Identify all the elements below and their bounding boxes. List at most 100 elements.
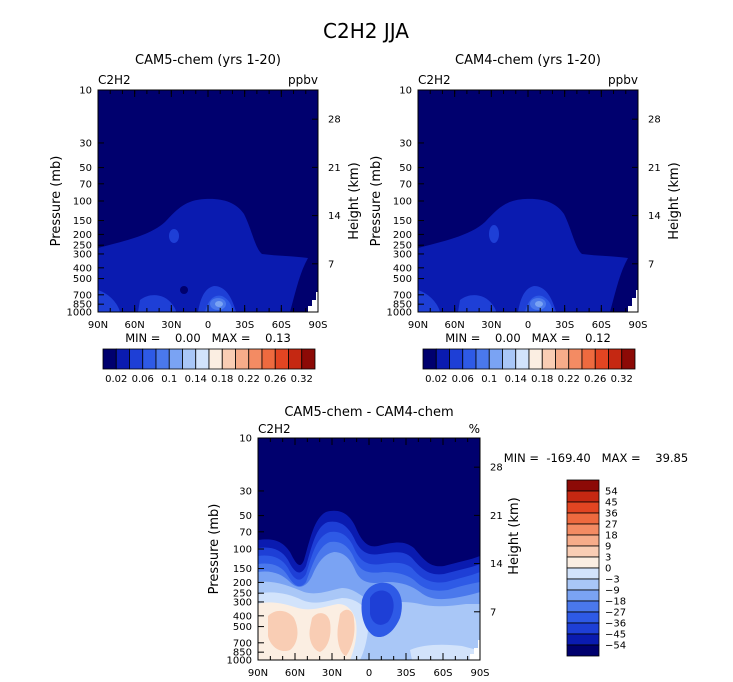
x-tick-label: 90S <box>628 320 647 331</box>
y2-axis-label: Height (km) <box>507 497 522 574</box>
contour-upper-island <box>169 229 179 243</box>
colorbar-swatch <box>129 348 144 370</box>
colorbar-swatch <box>541 348 556 370</box>
colorbar-swatch <box>566 633 600 646</box>
x-tick-label: 30S <box>555 320 574 331</box>
contour-east-pale <box>410 644 480 660</box>
colorbar-swatch <box>115 348 130 370</box>
colorbar-swatch <box>566 501 600 514</box>
colorbar-label: 0.18 <box>531 374 553 385</box>
y-tick-label: 100 <box>73 197 92 208</box>
y-tick-label: 100 <box>233 545 252 556</box>
variable-label: C2H2 <box>418 73 451 87</box>
colorbar-swatch <box>608 348 623 370</box>
y-tick-label: 250 <box>393 241 412 252</box>
contour-level-2b <box>138 295 176 312</box>
colorbar-swatch <box>462 348 477 370</box>
y-tick-label: 70 <box>239 527 252 538</box>
y2-tick-label: 7 <box>328 259 334 270</box>
y2-tick-label: 21 <box>328 163 341 174</box>
colorbar-label: 27 <box>605 520 618 531</box>
colorbar-label: −18 <box>605 597 626 608</box>
colorbar-label: −45 <box>605 630 626 641</box>
colorbar-swatch <box>581 348 596 370</box>
colorbar-swatch <box>566 534 600 547</box>
colorbar-label: 0.02 <box>425 374 447 385</box>
y2-axis-label: Height (km) <box>667 162 682 239</box>
x-tick-label: 90S <box>470 668 489 679</box>
x-tick-label: 30N <box>161 320 181 331</box>
colorbar-swatch <box>155 348 170 370</box>
y-tick-label: 300 <box>393 249 412 260</box>
y-tick-label: 70 <box>399 179 412 190</box>
y-tick-label: 850 <box>73 300 92 311</box>
x-tick-label: 60S <box>272 320 291 331</box>
y-tick-label: 200 <box>233 578 252 589</box>
colorbar-label: 45 <box>605 498 618 509</box>
x-tick-label: 0 <box>525 320 531 331</box>
colorbar-swatch <box>566 567 600 580</box>
y-tick-label: 50 <box>79 163 92 174</box>
variable-label: C2H2 <box>98 73 131 87</box>
y2-tick-label: 14 <box>648 211 661 222</box>
contour-plot <box>418 90 638 312</box>
x-tick-label: 0 <box>205 320 211 331</box>
y2-tick-label: 28 <box>328 115 341 126</box>
colorbar-swatch <box>566 600 600 613</box>
contour-level-2 <box>418 290 440 312</box>
colorbar-label: −3 <box>605 575 620 586</box>
colorbar-label: 0.32 <box>611 374 633 385</box>
y-tick-label: 250 <box>73 241 92 252</box>
contour-level-5 <box>535 301 543 307</box>
colorbar-label: 54 <box>605 487 618 498</box>
colorbar-label: 9 <box>605 542 611 553</box>
x-tick-label: 30N <box>481 320 501 331</box>
y-axis-label: Pressure (mb) <box>369 156 384 247</box>
colorbar-swatch <box>566 611 600 624</box>
colorbar-swatch <box>566 578 600 591</box>
axes: 90N 60N 30N 0 30S 60S 90S 10 30 50 70 100 150 2002503… <box>67 86 341 332</box>
y-tick-label: 500 <box>393 274 412 285</box>
y-tick-label: 30 <box>79 138 92 149</box>
y-tick-label: 300 <box>73 249 92 260</box>
axes: 90N 60N 30N 0 30S 60S 90S 10 30 50 70 100 150 2002503… <box>387 86 661 332</box>
colorbar-swatch <box>566 556 600 569</box>
colorbar: 0.02 0.06 0.1 0.14 0.18 0.22 0.26 0.32 <box>102 348 316 385</box>
y-axis-label: Pressure (mb) <box>49 156 64 247</box>
x-tick-label: 90S <box>308 320 327 331</box>
x-tick-label: 60S <box>433 668 452 679</box>
y-tick-label: 400 <box>73 263 92 274</box>
stats-text: MIN = 0.00 MAX = 0.13 <box>125 331 291 345</box>
contour-low-spot <box>180 286 188 294</box>
contour-plot <box>98 90 318 312</box>
colorbar-swatch <box>288 348 303 370</box>
stats-text: MIN = -169.40 MAX = 39.85 <box>504 451 688 465</box>
y2-tick-label: 7 <box>490 607 496 618</box>
contour-plot <box>258 438 480 660</box>
y-tick-label: 500 <box>233 622 252 633</box>
y-tick-label: 850 <box>393 300 412 311</box>
y-tick-label: 50 <box>399 163 412 174</box>
colorbar-label: −36 <box>605 619 626 630</box>
colorbar-swatch <box>502 348 517 370</box>
y2-tick-label: 21 <box>648 163 661 174</box>
colorbar-swatch <box>235 348 250 370</box>
colorbar-swatch <box>566 523 600 536</box>
units-label: ppbv <box>288 73 318 87</box>
y2-tick-label: 21 <box>490 511 503 522</box>
y-tick-label: 150 <box>233 564 252 575</box>
figure-title: C2H2 JJA <box>323 19 409 43</box>
colorbar-swatch <box>142 348 157 370</box>
colorbar-swatch <box>566 644 600 657</box>
panel-difference: CAM5-chem - CAM4-chem C2H2 % 90N 60N 30N 0 3… <box>207 405 688 679</box>
y2-tick-label: 14 <box>328 211 341 222</box>
colorbar-swatch <box>102 348 117 370</box>
y-tick-label: 200 <box>393 230 412 241</box>
colorbar-swatch <box>566 490 600 503</box>
colorbar-label: 0.1 <box>481 374 497 385</box>
y2-tick-label: 28 <box>648 115 661 126</box>
units-label: ppbv <box>608 73 638 87</box>
y-tick-label: 150 <box>73 216 92 227</box>
colorbar-swatch <box>301 348 316 370</box>
x-tick-label: 90N <box>408 320 428 331</box>
